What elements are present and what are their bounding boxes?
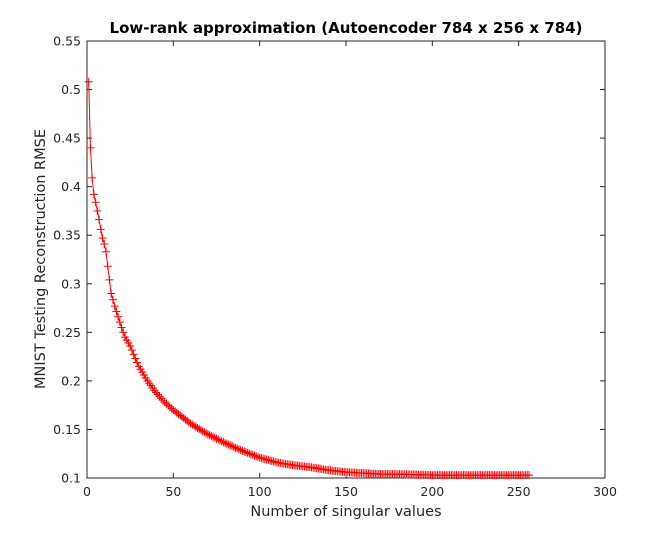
data-point-marker (153, 390, 162, 399)
data-point-marker (105, 275, 114, 284)
x-axis-ticks: 0 50 100 150 200 250 300 (83, 41, 617, 499)
y-tick-label: 0.15 (53, 422, 81, 437)
y-tick-label: 0.45 (53, 131, 81, 146)
data-point-marker (155, 392, 164, 401)
data-point-marker (133, 358, 142, 367)
data-point-marker (100, 239, 109, 248)
data-point-marker (114, 312, 123, 321)
data-point-marker (186, 419, 195, 428)
data-point-marker (152, 388, 161, 397)
y-axis-ticks: 0.1 0.15 0.2 0.25 0.3 0.35 0.4 0.45 0.5 0.55 (53, 34, 605, 486)
data-point-marker (200, 428, 209, 437)
data-point-marker (96, 225, 105, 234)
data-point-marker (117, 323, 126, 332)
data-point-marker (88, 173, 97, 182)
data-point-marker (91, 198, 100, 207)
data-point-marker (188, 420, 197, 429)
data-point-marker (193, 423, 202, 432)
data-point-marker (191, 422, 200, 431)
y-tick-label: 0.1 (61, 471, 81, 486)
data-point-marker (84, 77, 93, 86)
data-point-marker (245, 449, 254, 458)
x-tick-label: 150 (334, 484, 358, 499)
data-point-marker (107, 289, 116, 298)
x-tick-label: 100 (248, 484, 272, 499)
data-point-marker (108, 295, 117, 304)
x-tick-label: 300 (593, 484, 617, 499)
data-point-marker (119, 328, 128, 337)
data-point-marker (209, 432, 218, 441)
data-point-marker (157, 394, 166, 403)
data-point-marker (214, 435, 223, 444)
data-point-marker (112, 307, 121, 316)
y-tick-label: 0.55 (53, 34, 81, 49)
data-point-marker (241, 448, 250, 457)
data-point-marker (98, 234, 107, 243)
data-point-marker (248, 450, 257, 459)
y-tick-label: 0.25 (53, 325, 81, 340)
data-point-marker (252, 452, 261, 461)
data-point-marker (131, 354, 140, 363)
data-point-marker (217, 437, 226, 446)
data-point-marker (219, 438, 228, 447)
y-axis-label: MNIST Testing Reconstruction RMSE (33, 129, 49, 389)
data-point-marker (238, 446, 247, 455)
data-point-marker (110, 302, 119, 311)
data-point-marker (190, 421, 199, 430)
data-point-marker (101, 247, 110, 256)
data-point-marker (93, 206, 102, 215)
data-point-marker (158, 396, 167, 405)
x-tick-label: 200 (420, 484, 444, 499)
data-point-marker (233, 444, 242, 453)
data-point-marker (203, 430, 212, 439)
data-point-marker (222, 439, 231, 448)
data-point-marker (236, 446, 245, 455)
data-point-marker (226, 441, 235, 450)
data-point-marker (243, 448, 252, 457)
data-point-marker (229, 442, 238, 451)
x-tick-label: 50 (165, 484, 181, 499)
data-point-marker (215, 436, 224, 445)
y-tick-label: 0.4 (61, 179, 81, 194)
data-point-marker (195, 424, 204, 433)
data-point-marker (205, 431, 214, 440)
data-point-marker (103, 262, 112, 271)
data-point-marker (129, 350, 138, 359)
data-point-marker (240, 447, 249, 456)
data-point-marker (212, 434, 221, 443)
data-point-marker (253, 452, 262, 461)
data-point-marker (115, 318, 124, 327)
series-layer (84, 77, 534, 480)
data-point-marker (234, 445, 243, 454)
data-point-marker (198, 427, 207, 436)
data-point-marker (525, 471, 534, 480)
data-point-marker (86, 143, 95, 152)
data-point-marker (207, 432, 216, 441)
data-point-marker (89, 190, 98, 199)
y-tick-label: 0.35 (53, 228, 81, 243)
data-point-marker (95, 215, 104, 224)
x-tick-label: 250 (507, 484, 531, 499)
data-point-marker (250, 451, 259, 460)
x-tick-label: 0 (83, 484, 91, 499)
x-axis-label: Number of singular values (250, 504, 441, 520)
data-point-marker (210, 433, 219, 442)
data-point-marker (231, 443, 240, 452)
data-point-marker (127, 346, 136, 355)
data-point-marker (196, 426, 205, 435)
data-point-marker (221, 439, 230, 448)
y-tick-label: 0.3 (61, 276, 81, 291)
data-point-marker (202, 429, 211, 438)
y-tick-label: 0.5 (61, 82, 81, 97)
y-tick-label: 0.2 (61, 373, 81, 388)
data-point-marker (247, 450, 256, 459)
data-point-marker (224, 440, 233, 449)
data-point-marker (228, 442, 237, 451)
data-point-marker (126, 341, 135, 350)
chart-title: Low-rank approximation (Autoencoder 784 … (110, 19, 583, 37)
axes-box (86, 40, 606, 479)
